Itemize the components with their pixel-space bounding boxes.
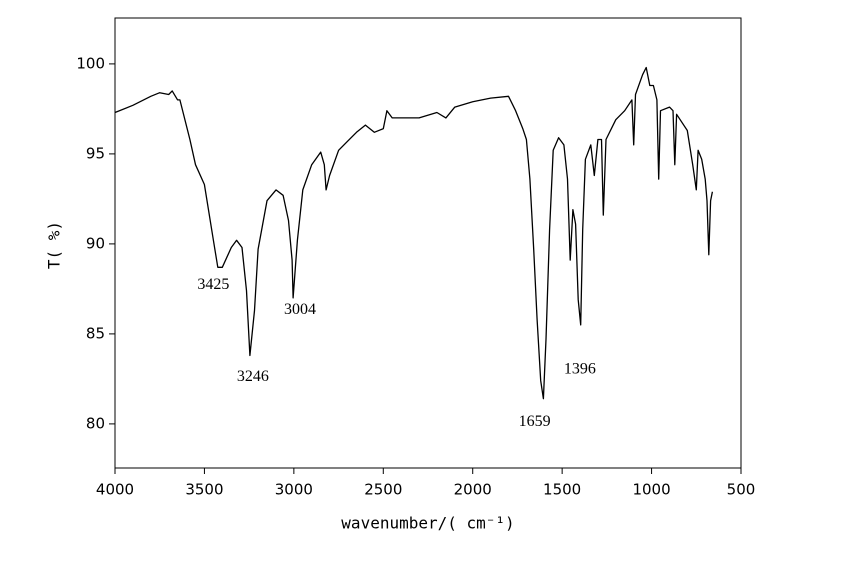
peak-label: 1396 [564,361,596,378]
peak-label: 3425 [197,276,229,293]
x-tick-label: 1000 [632,481,670,499]
y-tick-label: 95 [86,144,105,162]
peak-label: 3004 [284,301,316,318]
x-tick-label: 500 [727,481,756,499]
y-tick-label: 85 [86,324,105,342]
peak-label: 1659 [519,413,551,430]
x-tick-label: 4000 [96,481,134,499]
peak-label: 3246 [237,368,269,385]
x-tick-label: 3500 [185,481,223,499]
y-tick-label: 80 [86,414,105,432]
x-axis-label: wavenumber/( cm⁻¹) [341,514,514,533]
x-tick-label: 1500 [543,481,581,499]
x-tick-label: 2500 [364,481,402,499]
x-tick-label: 3000 [275,481,313,499]
plot-frame [114,17,742,469]
y-axis-label: T( %) [45,221,64,269]
x-tick-label: 2000 [454,481,492,499]
y-tick-label: 100 [76,54,105,72]
spectrum-line [114,66,714,400]
y-tick-label: 90 [86,234,105,252]
